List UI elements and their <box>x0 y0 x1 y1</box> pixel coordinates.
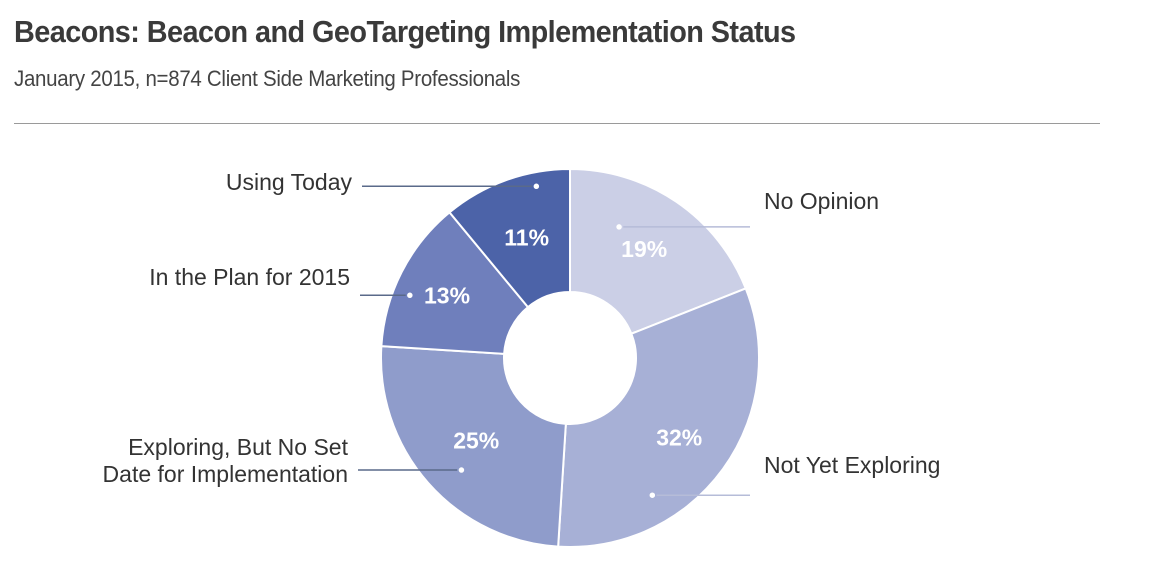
value-label-using-today: 11% <box>504 225 549 251</box>
chart-title: Beacons: Beacon and GeoTargeting Impleme… <box>14 14 796 49</box>
callout-dot-no-opinion <box>614 222 624 232</box>
value-label-in-the-plan-for-2015: 13% <box>424 282 470 308</box>
callout-label-no-opinion: No Opinion <box>764 188 879 214</box>
chart-subtitle: January 2015, n=874 Client Side Marketin… <box>14 66 521 91</box>
callout-label-using-today: Using Today <box>226 169 353 195</box>
value-label-exploring-but-no-set-date-for-implementation: 25% <box>453 428 499 454</box>
header-divider <box>14 123 1100 124</box>
callout-label-not-yet-exploring: Not Yet Exploring <box>764 452 940 478</box>
value-label-not-yet-exploring: 32% <box>656 424 702 450</box>
callout-label-in-the-plan-for-2015: In the Plan for 2015 <box>149 264 350 290</box>
donut-slices <box>380 167 760 548</box>
slice-value-labels: 19% 32% 25% 13% 11% <box>424 225 702 454</box>
callout-labels: No Opinion Not Yet Exploring Exploring, Bu… <box>103 169 940 500</box>
callout-dot-using-today <box>532 182 541 191</box>
slice-in-the-plan-for-2015 <box>380 210 530 355</box>
callout-label-exploring-but-no-set-date-for-implementation: Exploring, But No Set Date for Implementa… <box>103 434 349 487</box>
slice-no-opinion <box>569 167 748 336</box>
callout-dot-in-the-plan-for-2015 <box>405 291 415 300</box>
callout-dot-not-yet-exploring <box>648 490 657 500</box>
callout-dot-exploring-but-no-set-date-for-implementation <box>457 465 466 475</box>
slice-not-yet-exploring <box>557 287 760 548</box>
slice-exploring-but-no-set-date-for-implementation <box>380 345 567 548</box>
slice-using-today <box>448 167 571 309</box>
value-label-no-opinion: 19% <box>621 236 667 262</box>
